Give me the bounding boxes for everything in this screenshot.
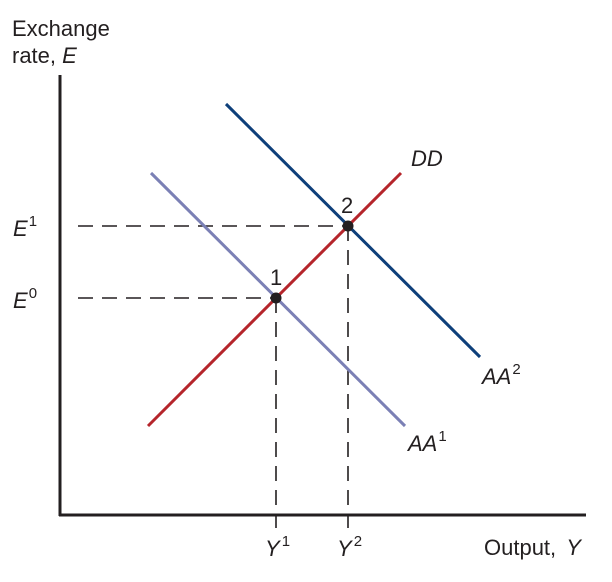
point-2-label: 2: [341, 193, 353, 218]
dd-curve-label: DD: [411, 146, 443, 171]
e1-tick-label: E1: [13, 213, 37, 241]
y-axis-label-line2: rate, E: [12, 43, 77, 68]
point-1-label: 1: [270, 265, 282, 290]
x-axis-label: Output, Y: [484, 535, 582, 560]
equilibrium-point-2: [342, 220, 354, 232]
aa2-curve-label: AA2: [480, 361, 521, 389]
e0-tick-label: E0: [13, 285, 37, 313]
y-axis-label-line1: Exchange: [12, 16, 110, 41]
equilibrium-point-1: [270, 292, 282, 304]
aa1-curve-label: AA1: [406, 428, 447, 456]
aa2-curve: [224, 102, 482, 359]
